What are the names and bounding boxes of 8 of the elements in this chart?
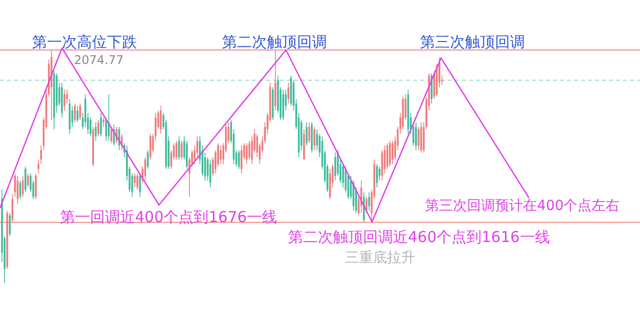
annotation: 三重底拉升 [345,250,415,266]
annotation: 第一次高位下跌 [32,33,137,51]
annotation: 第二次触顶回调近460个点到1616一线 [288,228,550,246]
annotation: 2074.77 [74,53,124,67]
annotation: 第二次触顶回调 [222,33,327,51]
annotation: 第三次触顶回调 [420,33,525,51]
annotation: 第三次回调预计在400个点左右 [425,198,620,214]
annotation: 第一回调近400个点到1676一线 [60,208,277,226]
